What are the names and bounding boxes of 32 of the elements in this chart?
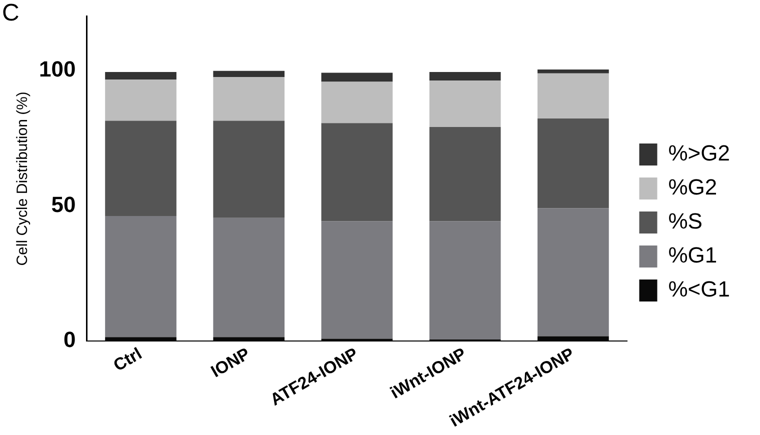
y-tick-label: 100 [38,56,76,82]
bar [321,123,393,222]
legend-label: %<G1 [668,276,730,302]
bar [213,120,285,218]
legend-label: %S [668,208,702,234]
y-tick-label: 50 [51,192,76,217]
bar [213,218,285,338]
x-tick-label: Ctrl [110,344,146,376]
bar [321,82,393,124]
bar [429,221,501,340]
x-tick-label: IONP [208,344,254,382]
legend-label: %G2 [668,174,718,200]
y-tick-label: 0 [63,327,76,352]
bar [538,73,609,119]
bar [429,80,501,127]
bar [538,70,609,74]
bar [105,120,176,216]
bar [105,72,176,80]
legend-label: %>G2 [668,140,730,166]
bar [429,126,501,222]
bar [321,72,393,82]
bar [213,70,285,78]
bar [538,208,609,336]
bar [105,216,176,338]
y-axis-title: Cell Cycle Distribution (%) [14,92,32,266]
bar [213,77,285,121]
text: C [2,0,20,27]
legend-label: %G1 [668,242,718,268]
bar [321,221,393,339]
bar [538,118,609,208]
bar [429,72,501,81]
bar [105,80,176,121]
